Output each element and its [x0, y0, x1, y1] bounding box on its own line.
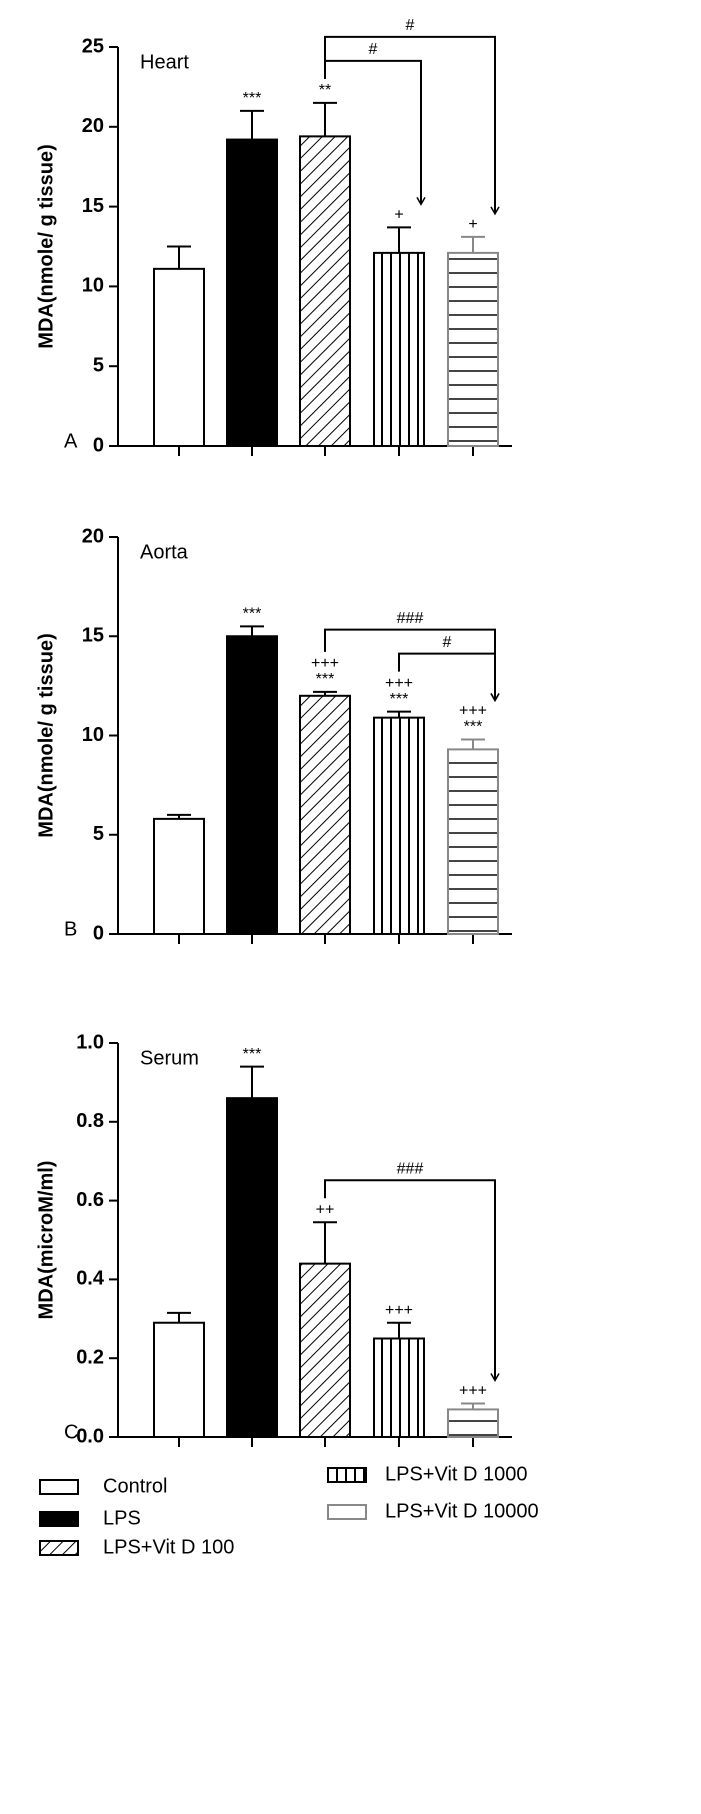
legend-label: LPS+Vit D 1000 [385, 1463, 528, 1485]
bracket-label: ### [397, 610, 424, 627]
bar [373, 251, 425, 447]
y-tick-label: 1.0 [76, 1031, 104, 1053]
panel-title: Serum [140, 1047, 199, 1069]
bar [373, 1337, 425, 1438]
legend-swatch [39, 1540, 79, 1556]
significance: *** [390, 691, 409, 708]
significance: +++ [311, 655, 339, 672]
panel-letter: B [64, 918, 77, 940]
significance: *** [243, 1046, 262, 1063]
significance: +++ [385, 1302, 413, 1319]
significance: *** [464, 719, 483, 736]
bracket [324, 35, 496, 213]
y-tick-label: 25 [82, 35, 104, 57]
y-tick-label: 0.6 [76, 1189, 104, 1211]
y-tick-label: 15 [82, 625, 104, 647]
y-tick-label: 10 [82, 275, 104, 297]
bracket-label: ### [397, 1160, 424, 1177]
significance: +++ [385, 675, 413, 692]
significance: + [468, 216, 477, 233]
legend-swatch [39, 1511, 79, 1527]
bracket-label: # [369, 41, 378, 58]
bar [153, 817, 205, 935]
significance: *** [243, 606, 262, 623]
y-tick-label: 10 [82, 724, 104, 746]
bar [299, 135, 351, 447]
legend-label: LPS [103, 1507, 141, 1529]
bar [373, 716, 425, 936]
y-axis-label: MDA(nmole/ g tissue) [35, 633, 57, 837]
y-tick-label: 0.2 [76, 1346, 104, 1368]
bar [226, 138, 278, 447]
bracket [324, 628, 496, 700]
y-tick-label: 0.0 [76, 1425, 104, 1447]
legend-swatch [327, 1467, 367, 1483]
bracket-arrow [490, 1373, 500, 1383]
bar [299, 694, 351, 935]
significance: + [394, 207, 403, 224]
y-tick-label: 0 [93, 434, 104, 456]
y-tick-label: 0.4 [76, 1268, 105, 1290]
bracket [324, 1179, 496, 1380]
panel-title: Aorta [140, 541, 189, 563]
significance: ++ [316, 1201, 335, 1218]
bracket-label: # [406, 17, 415, 34]
y-tick-label: 0 [93, 922, 104, 944]
bar [447, 251, 499, 447]
bar [299, 1262, 351, 1439]
y-tick-label: 5 [93, 823, 104, 845]
legend-swatch [39, 1479, 79, 1495]
panel-title: Heart [140, 51, 189, 73]
bracket-arrow [490, 206, 500, 216]
legend-label: LPS+Vit D 10000 [385, 1500, 539, 1522]
bar [153, 267, 205, 447]
bar [447, 748, 499, 936]
y-tick-label: 0.8 [76, 1110, 104, 1132]
significance: *** [243, 90, 262, 107]
significance: +++ [459, 703, 487, 720]
bracket [398, 652, 496, 700]
y-axis-label: MDA(nmole/ g tissue) [35, 144, 57, 348]
y-tick-label: 15 [82, 195, 104, 217]
y-tick-label: 20 [82, 525, 104, 547]
legend-label: LPS+Vit D 100 [103, 1536, 234, 1558]
bar [226, 635, 278, 935]
bracket-arrow [490, 693, 500, 702]
y-axis-label: MDA(microM/ml) [35, 1161, 57, 1320]
legend-swatch [327, 1504, 367, 1520]
y-tick-label: 5 [93, 354, 104, 376]
bracket-label: # [443, 634, 452, 651]
panel-letter: A [64, 430, 78, 452]
panel-letter: C [64, 1421, 78, 1443]
significance: +++ [459, 1383, 487, 1400]
significance: *** [316, 671, 335, 688]
bar [153, 1321, 205, 1438]
bar [226, 1097, 278, 1439]
y-tick-label: 20 [82, 115, 104, 137]
bracket-arrow [416, 196, 426, 206]
bar [447, 1408, 499, 1439]
significance: ** [319, 82, 331, 99]
legend-label: Control [103, 1475, 167, 1497]
